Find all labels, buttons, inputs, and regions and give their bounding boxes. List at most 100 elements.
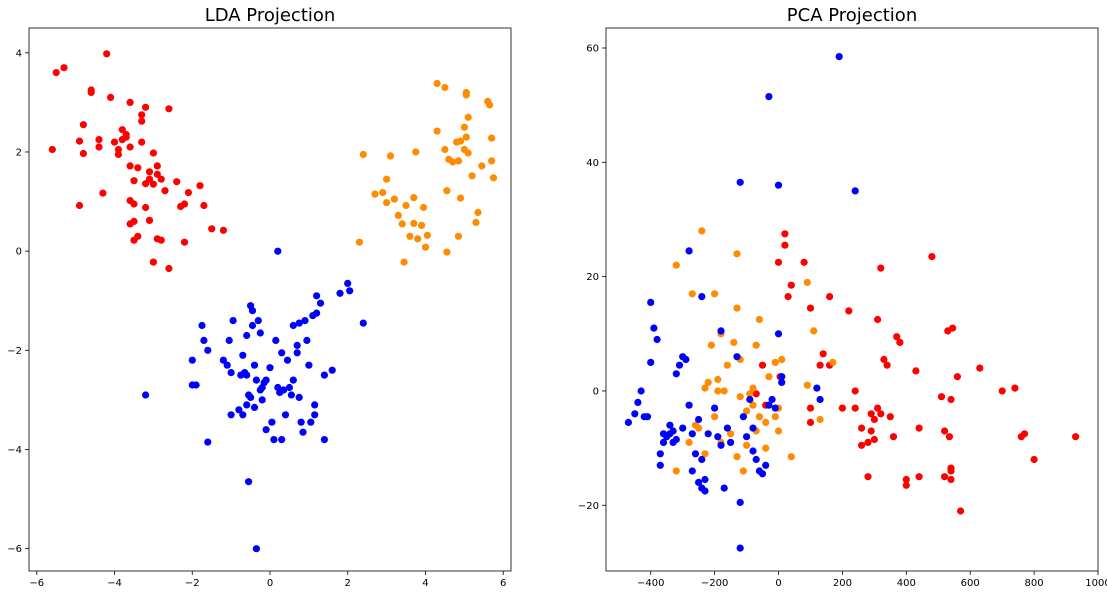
pca-projection-chart: PCA Projection −400−20002004006008001000… <box>578 5 1107 589</box>
lda-point-2-53 <box>288 391 295 398</box>
pca-point-2-5 <box>644 413 651 420</box>
lda-point-1-30 <box>455 233 462 240</box>
lda-point-0-5 <box>80 150 87 157</box>
lda-point-1-26 <box>443 249 450 256</box>
lda-point-2-13 <box>230 317 237 324</box>
lda-point-2-12 <box>228 411 235 418</box>
pca-xtick-label-7: 1000 <box>1085 578 1107 589</box>
pca-point-0-53 <box>947 476 954 483</box>
pca-point-2-46 <box>737 179 744 186</box>
lda-point-0-58 <box>200 202 207 209</box>
pca-chart-title: PCA Projection <box>787 5 917 26</box>
lda-point-0-3 <box>76 202 83 209</box>
lda-point-2-26 <box>249 322 256 329</box>
lda-point-1-3 <box>379 189 386 196</box>
lda-point-1-16 <box>414 235 421 242</box>
pca-point-0-55 <box>954 373 961 380</box>
pca-point-2-25 <box>686 402 693 409</box>
pca-point-1-1 <box>673 262 680 269</box>
lda-point-2-59 <box>296 394 303 401</box>
lda-point-2-72 <box>321 372 328 379</box>
pca-xtick-label-3: 200 <box>833 578 852 589</box>
pca-point-0-17 <box>839 405 846 412</box>
lda-point-0-8 <box>88 86 95 93</box>
pca-point-1-42 <box>775 427 782 434</box>
lda-point-1-21 <box>434 128 441 135</box>
pca-point-2-68 <box>836 53 843 60</box>
pca-point-2-48 <box>737 499 744 506</box>
lda-point-2-65 <box>307 419 314 426</box>
pca-point-1-31 <box>749 385 756 392</box>
lda-point-1-18 <box>420 204 427 211</box>
lda-point-1-14 <box>410 194 417 201</box>
lda-point-2-30 <box>253 377 260 384</box>
lda-point-1-49 <box>490 174 497 181</box>
pca-point-2-42 <box>721 485 728 492</box>
pca-point-1-40 <box>772 413 779 420</box>
pca-point-1-45 <box>788 453 795 460</box>
pca-point-0-41 <box>912 367 919 374</box>
pca-point-0-25 <box>868 427 875 434</box>
lda-point-0-45 <box>154 162 161 169</box>
pca-point-0-10 <box>807 305 814 312</box>
lda-point-1-20 <box>424 232 431 239</box>
lda-point-2-6 <box>204 347 211 354</box>
lda-point-2-3 <box>193 381 200 388</box>
pca-ytick-label-0: −20 <box>578 501 599 512</box>
pca-point-1-10 <box>708 342 715 349</box>
pca-point-2-28 <box>689 467 696 474</box>
pca-point-0-9 <box>801 259 808 266</box>
pca-point-1-5 <box>695 425 702 432</box>
lda-point-2-36 <box>259 396 266 403</box>
pca-point-1-50 <box>829 359 836 366</box>
lda-point-1-44 <box>478 162 485 169</box>
lda-ytick-label-3: 0 <box>16 247 22 258</box>
pca-point-2-50 <box>743 433 750 440</box>
lda-point-2-67 <box>311 411 318 418</box>
pca-point-1-11 <box>711 290 718 297</box>
lda-point-2-71 <box>321 436 328 443</box>
lda-point-2-56 <box>294 342 301 349</box>
pca-ytick-label-1: 0 <box>593 386 599 397</box>
lda-point-2-77 <box>360 320 367 327</box>
pca-point-1-20 <box>730 339 737 346</box>
pca-point-0-12 <box>807 419 814 426</box>
lda-point-2-70 <box>317 300 324 307</box>
lda-point-0-49 <box>161 187 168 194</box>
lda-point-0-60 <box>220 227 227 234</box>
pca-point-0-8 <box>788 282 795 289</box>
pca-xtick-label-1: −200 <box>701 578 728 589</box>
pca-point-1-9 <box>705 379 712 386</box>
lda-point-0-33 <box>138 118 145 125</box>
pca-point-2-39 <box>714 433 721 440</box>
pca-ytick-label-2: 20 <box>586 272 599 283</box>
pca-point-0-38 <box>896 339 903 346</box>
lda-point-0-43 <box>150 149 157 156</box>
pca-point-1-35 <box>756 316 763 323</box>
pca-point-0-44 <box>928 253 935 260</box>
lda-point-2-21 <box>243 332 250 339</box>
pca-point-2-51 <box>746 396 753 403</box>
lda-point-1-1 <box>360 151 367 158</box>
pca-point-2-3 <box>638 387 645 394</box>
lda-axes-frame <box>29 28 511 571</box>
lda-projection-chart: LDA Projection −6 −4 −2 0 2 4 6 −6 −4 −2 0 2 4 <box>7 5 511 589</box>
lda-point-2-11 <box>228 369 235 376</box>
lda-point-2-47 <box>278 436 285 443</box>
pca-point-1-36 <box>762 419 769 426</box>
lda-point-1-36 <box>463 134 470 141</box>
pca-point-0-15 <box>826 293 833 300</box>
lda-point-0-30 <box>134 164 141 171</box>
lda-point-0-22 <box>127 162 134 169</box>
lda-point-2-41 <box>268 419 275 426</box>
lda-point-1-31 <box>455 157 462 164</box>
lda-point-1-0 <box>356 239 363 246</box>
pca-ytick-label-3: 40 <box>586 158 599 169</box>
pca-point-2-52 <box>749 425 756 432</box>
pca-point-0-3 <box>775 259 782 266</box>
pca-xtick-label-0: −400 <box>637 578 664 589</box>
pca-point-2-1 <box>631 410 638 417</box>
lda-ytick-label-1: −4 <box>7 445 22 456</box>
pca-point-0-59 <box>1011 385 1018 392</box>
lda-point-0-59 <box>208 225 215 232</box>
